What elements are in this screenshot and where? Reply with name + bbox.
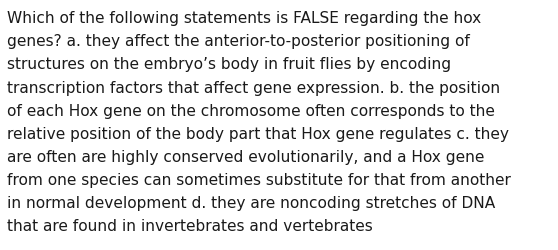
Text: transcription factors that affect gene expression. b. the position: transcription factors that affect gene e… xyxy=(7,80,501,95)
Text: relative position of the body part that Hox gene regulates c. they: relative position of the body part that … xyxy=(7,126,509,141)
Text: from one species can sometimes substitute for that from another: from one species can sometimes substitut… xyxy=(7,172,511,187)
Text: that are found in invertebrates and vertebrates: that are found in invertebrates and vert… xyxy=(7,218,373,233)
Text: of each Hox gene on the chromosome often corresponds to the: of each Hox gene on the chromosome often… xyxy=(7,103,495,118)
Text: genes? a. they affect the anterior-to-posterior positioning of: genes? a. they affect the anterior-to-po… xyxy=(7,34,470,49)
Text: Which of the following statements is FALSE regarding the hox: Which of the following statements is FAL… xyxy=(7,11,482,26)
Text: are often are highly conserved evolutionarily, and a Hox gene: are often are highly conserved evolution… xyxy=(7,149,485,164)
Text: in normal development d. they are noncoding stretches of DNA: in normal development d. they are noncod… xyxy=(7,195,496,210)
Text: structures on the embryo’s body in fruit flies by encoding: structures on the embryo’s body in fruit… xyxy=(7,57,451,72)
